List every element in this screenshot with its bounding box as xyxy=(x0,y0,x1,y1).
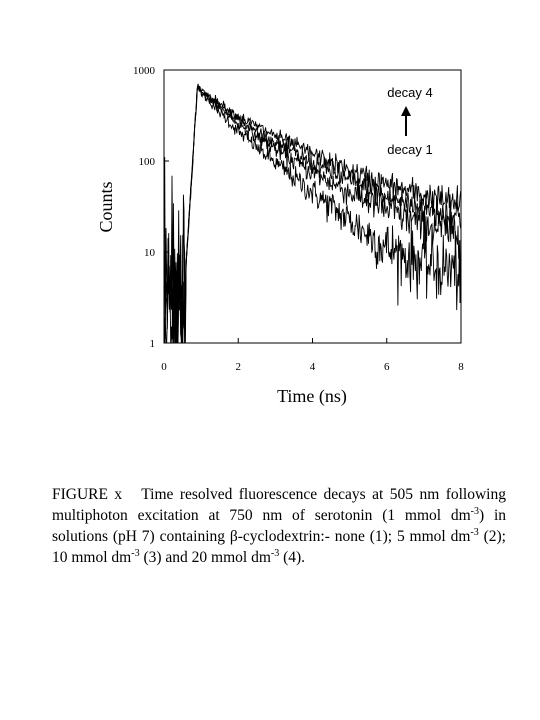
decay-series-4 xyxy=(163,84,462,344)
axes xyxy=(163,69,462,344)
decay-series-3 xyxy=(163,86,462,344)
annotation-decay-4: decay 4 xyxy=(387,85,433,100)
caption-label: FIGURE x xyxy=(52,486,123,503)
tick-labels: 0 2 4 6 8 1 10 100 1000 xyxy=(133,65,464,373)
y-tick-label: 10 xyxy=(144,247,156,259)
x-tick-label: 2 xyxy=(236,361,242,373)
x-tick-label: 6 xyxy=(384,361,390,373)
caption-text-5: (3) and 20 mmol dm xyxy=(139,549,271,566)
caption-text-4: (2); 10 mmol dm xyxy=(52,528,506,566)
y-tick-label: 1 xyxy=(150,338,156,350)
y-axis-title: Counts xyxy=(96,181,116,232)
caption-text-2: ) in solutions (pH 7) containing xyxy=(52,507,506,545)
x-tick-label: 8 xyxy=(458,361,464,373)
caption-sup-2: -3 xyxy=(470,526,479,538)
annotation-decay-1: decay 1 xyxy=(387,142,433,157)
up-arrow-icon xyxy=(401,106,411,136)
x-tick-label: 0 xyxy=(161,361,167,373)
caption-text-6: (4). xyxy=(279,549,306,566)
caption-text-1: Time resolved fluorescence decays at 505… xyxy=(52,486,506,524)
y-tick-label: 100 xyxy=(139,156,156,168)
x-axis-title: Time (ns) xyxy=(277,386,347,407)
caption-text-3: -cyclodextrin:- none (1); 5 mmol dm xyxy=(237,528,471,545)
decay-curves xyxy=(163,83,462,344)
caption-sup-3: -3 xyxy=(131,547,140,559)
caption-sup-4: -3 xyxy=(270,547,280,559)
caption-sup-1: -3 xyxy=(470,505,479,517)
y-tick-label: 1000 xyxy=(133,65,156,77)
caption-beta: β xyxy=(229,528,238,545)
x-tick-label: 4 xyxy=(310,361,316,373)
decay-series-2 xyxy=(163,85,462,344)
figure-caption: FIGURE x Time resolved fluorescence deca… xyxy=(52,484,506,568)
decay-chart: 0 2 4 6 8 1 10 100 1000 Time (ns) Counts decay 4… xyxy=(96,65,464,407)
